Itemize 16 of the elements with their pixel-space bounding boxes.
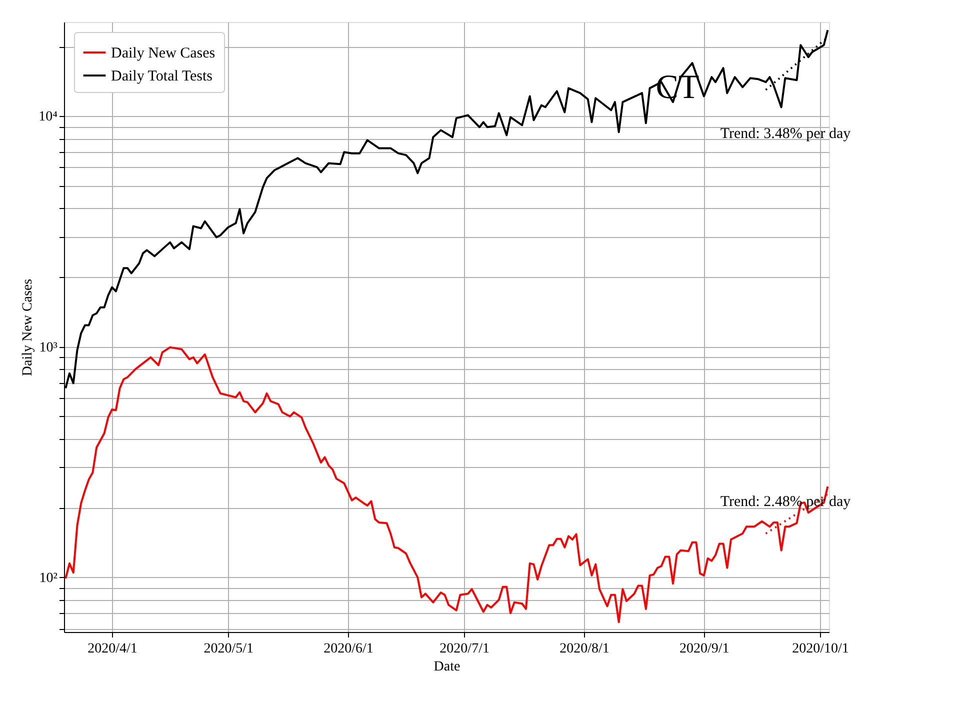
y-tick-label: 10² bbox=[39, 570, 58, 586]
x-tick-label: 2020/10/1 bbox=[792, 642, 849, 656]
y-tick-label: 10⁴ bbox=[38, 110, 58, 125]
line-series bbox=[64, 346, 829, 624]
legend-label: Daily Total Tests bbox=[111, 68, 213, 84]
legend-label: Daily New Cases bbox=[111, 46, 216, 62]
x-axis-title: Date bbox=[434, 660, 460, 674]
annotation: Trend: 3.48% per day bbox=[720, 126, 852, 142]
x-tick-label: 2020/8/1 bbox=[560, 642, 610, 656]
y-tick-label: 10³ bbox=[39, 340, 58, 356]
x-tick-label: 2020/6/1 bbox=[324, 642, 374, 656]
x-tick-label: 2020/9/1 bbox=[680, 642, 730, 656]
y-axis-title: Daily New Cases bbox=[20, 278, 36, 376]
x-tick-label: 2020/5/1 bbox=[204, 642, 254, 656]
x-tick-label: 2020/4/1 bbox=[88, 642, 138, 656]
x-tick-label: 2020/7/1 bbox=[440, 642, 490, 656]
